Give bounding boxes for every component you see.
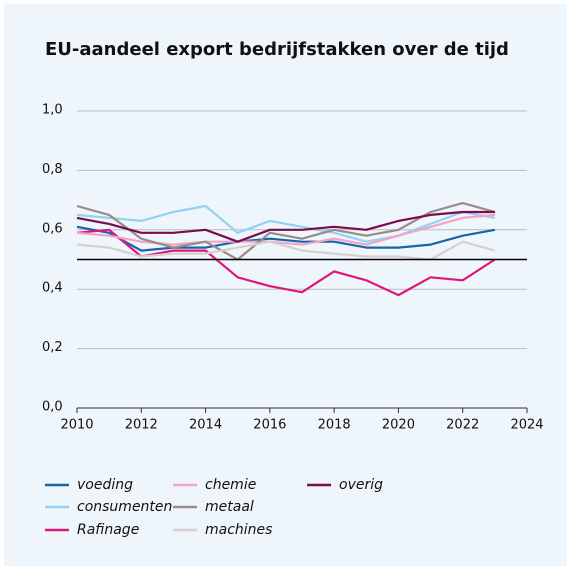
- legend-label: chemie: [205, 477, 256, 493]
- y-tick-label: 0,2: [42, 340, 63, 355]
- x-tick-label: 2016: [253, 418, 286, 433]
- legend-label: voeding: [77, 477, 133, 493]
- series-line: [76, 225, 496, 252]
- y-tick-label: 1,0: [42, 103, 63, 118]
- legend-label: Rafinage: [77, 522, 139, 538]
- y-tick-label: 0,8: [42, 162, 63, 177]
- legend-label: metaal: [205, 499, 254, 515]
- x-tick-label: 2020: [382, 418, 415, 433]
- legend-label: consumenten: [77, 499, 172, 515]
- series-line: [76, 213, 496, 246]
- x-tick-label: 2012: [125, 418, 158, 433]
- y-tick-label: 0,0: [42, 400, 63, 415]
- x-tick-label: 2024: [510, 418, 543, 433]
- x-tick-label: 2022: [446, 418, 479, 433]
- background: [4, 4, 567, 566]
- legend-label: overig: [339, 477, 383, 493]
- y-tick-label: 0,6: [42, 221, 63, 236]
- x-tick-label: 2014: [189, 418, 222, 433]
- legend-label: machines: [205, 522, 272, 538]
- x-tick-label: 2018: [318, 418, 351, 433]
- chart-title: EU-aandeel export bedrijfstakken over de…: [45, 39, 509, 60]
- series-line: [76, 210, 495, 243]
- x-tick-label: 2010: [60, 418, 93, 433]
- series-line: [76, 204, 496, 243]
- y-tick-label: 0,4: [42, 281, 63, 296]
